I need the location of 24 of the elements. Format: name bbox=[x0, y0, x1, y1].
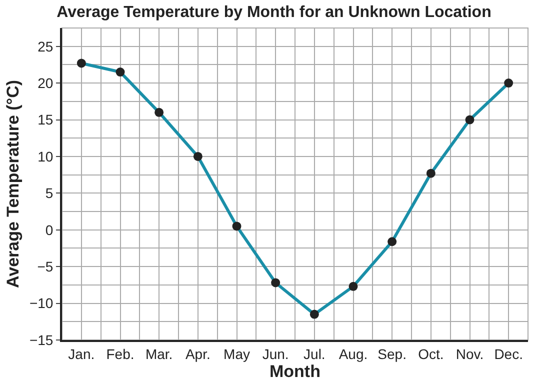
x-tick-label: May bbox=[224, 346, 250, 362]
y-tick-label: 10 bbox=[38, 148, 54, 164]
x-tick-label: Jan. bbox=[68, 346, 95, 362]
y-tick-label: 15 bbox=[38, 112, 54, 128]
x-tick-label: Dec. bbox=[494, 346, 523, 362]
x-tick-label: Sep. bbox=[378, 346, 406, 362]
y-tick-label: −15 bbox=[29, 332, 54, 348]
y-tick-label: 20 bbox=[38, 74, 54, 91]
y-tick-label: 25 bbox=[38, 38, 54, 54]
x-tick-label: Aug. bbox=[338, 346, 368, 362]
y-tick-label: 0 bbox=[45, 222, 54, 238]
x-tick-label: Jul. bbox=[304, 346, 326, 362]
chart-title: Average Temperature by Month for an Unknown Location bbox=[56, 4, 492, 22]
x-tick-label: Mar. bbox=[145, 346, 173, 362]
x-tick-label: Nov. bbox=[456, 346, 484, 362]
x-tick-label: Jun. bbox=[262, 346, 289, 362]
x-tick-label: Feb. bbox=[106, 346, 134, 362]
y-tick-label: −10 bbox=[29, 295, 54, 312]
y-axis-title: Average Temperature (°C) bbox=[4, 80, 22, 288]
x-axis-title: Month bbox=[270, 362, 320, 381]
y-tick-label: 5 bbox=[45, 185, 54, 202]
y-tick-label: −5 bbox=[37, 258, 54, 274]
x-tick-label: Apr. bbox=[185, 346, 210, 362]
x-tick-label: Oct. bbox=[418, 346, 444, 362]
